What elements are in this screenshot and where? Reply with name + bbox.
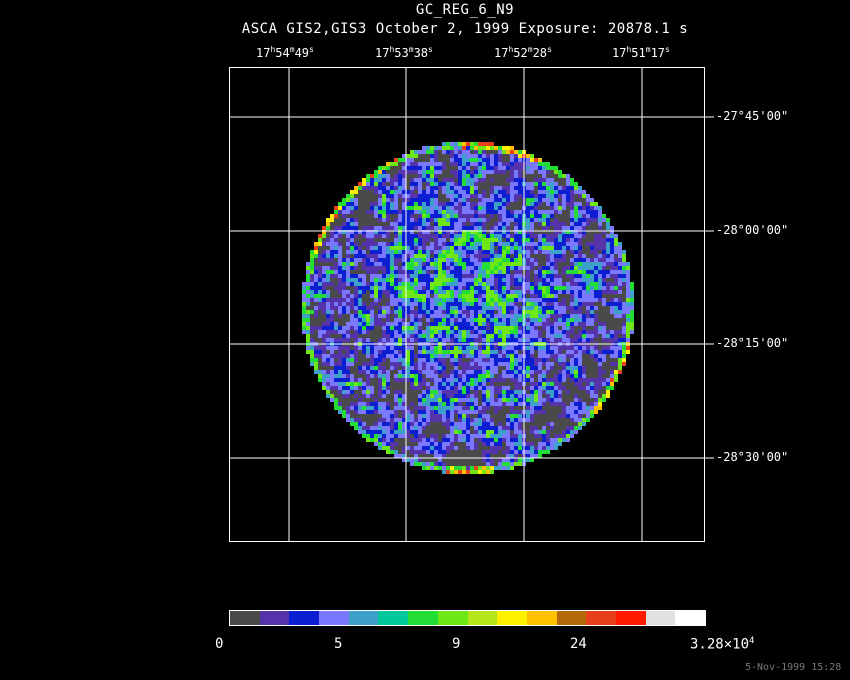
colorbar-swatch: [556, 611, 587, 625]
colorbar-swatch: [289, 611, 320, 625]
colorbar-swatch: [645, 611, 676, 625]
colorbar-max-label: 3.28×104: [690, 636, 755, 653]
plot-frame: [229, 67, 705, 542]
colorbar-label: 9: [452, 636, 461, 652]
colorbar-swatch: [378, 611, 409, 625]
coordinate-grid: [229, 67, 714, 542]
colorbar-swatch: [497, 611, 527, 625]
image-title: GC_REG_6_N9: [415, 2, 515, 18]
dec-tick-label: -27°45'00": [716, 109, 789, 123]
colorbar-swatch: [230, 611, 260, 625]
ra-tick-label: 17h52m28s: [494, 45, 552, 60]
image-subtitle: ASCA GIS2,GIS3 October 2, 1999 Exposure:…: [241, 21, 689, 37]
colorbar-swatch: [675, 611, 705, 625]
dec-tick-label: -28°30'00": [716, 450, 789, 464]
ra-tick-label: 17h53m38s: [375, 45, 433, 60]
colorbar-label: 24: [570, 636, 587, 652]
colorbar-swatch: [437, 611, 468, 625]
dec-tick-label: -28°00'00": [716, 223, 789, 237]
colorbar-swatch: [259, 611, 290, 625]
dec-tick-label: -28°15'00": [716, 336, 789, 350]
colorbar-swatch: [408, 611, 438, 625]
colorbar: [229, 610, 706, 626]
colorbar-label: 5: [334, 636, 343, 652]
colorbar-swatch: [348, 611, 379, 625]
colorbar-label: 0: [215, 636, 224, 652]
ra-tick-label: 17h51m17s: [612, 45, 670, 60]
timestamp: 5-Nov-1999 15:28: [745, 662, 842, 673]
colorbar-swatch: [319, 611, 349, 625]
colorbar-swatch: [467, 611, 498, 625]
colorbar-swatch: [615, 611, 646, 625]
ra-tick-label: 17h54m49s: [256, 45, 314, 60]
colorbar-swatch: [586, 611, 616, 625]
colorbar-swatch: [526, 611, 557, 625]
